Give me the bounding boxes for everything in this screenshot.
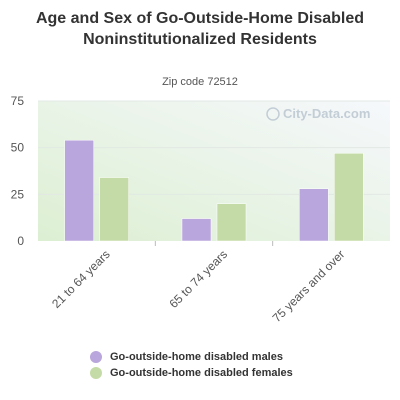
- y-tick-label: 50: [11, 141, 25, 155]
- x-tick-label: 65 to 74 years: [166, 247, 230, 311]
- legend-item-females: Go-outside-home disabled females: [90, 365, 293, 381]
- y-tick-label: 0: [17, 234, 24, 248]
- chart-subtitle: Zip code 72512: [162, 76, 238, 88]
- watermark-text: City-Data.com: [283, 106, 370, 121]
- y-axis-ticks: 0 25 50 75: [11, 94, 25, 248]
- bar-females: [216, 203, 247, 242]
- y-tick-label: 25: [11, 187, 25, 201]
- legend-label-males: Go-outside-home disabled males: [110, 351, 283, 363]
- chart-title: Age and Sex of Go-Outside-Home Disabled …: [35, 10, 365, 48]
- watermark: City-Data.com: [266, 106, 370, 121]
- y-tick-label: 75: [11, 94, 25, 108]
- legend: Go-outside-home disabled males Go-outsid…: [90, 349, 293, 381]
- plot-area: [38, 101, 390, 241]
- legend-label-females: Go-outside-home disabled females: [110, 367, 293, 379]
- legend-swatch-males: [90, 351, 102, 363]
- bar-females: [99, 177, 129, 242]
- bar-females: [334, 153, 364, 242]
- gridlines: [38, 100, 390, 195]
- bar-males: [299, 188, 329, 242]
- bars: [64, 139, 364, 242]
- legend-swatch-females: [90, 367, 102, 379]
- legend-item-males: Go-outside-home disabled males: [90, 349, 293, 365]
- bar-males: [181, 218, 212, 242]
- bar-males: [64, 139, 94, 242]
- x-axis-ticks: 21 to 64 years 65 to 74 years 75 years and…: [49, 241, 347, 325]
- x-tick-label: 21 to 64 years: [49, 247, 113, 311]
- x-tick-label: 75 years and over: [270, 247, 348, 325]
